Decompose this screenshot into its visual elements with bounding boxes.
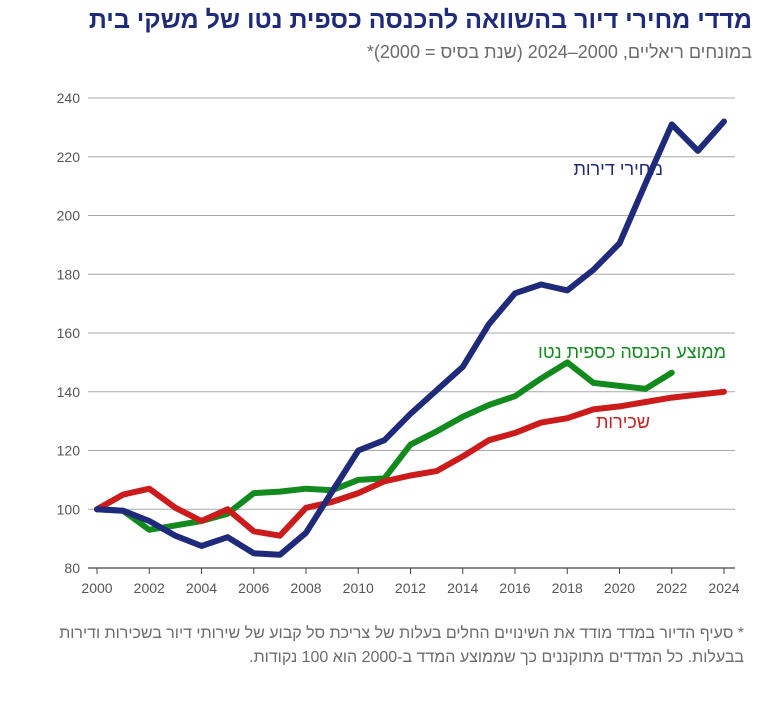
y-tick-label: 240 — [57, 90, 81, 106]
chart-footnote: * סעיף הדיור במדד מודד את השינויים החלים… — [59, 625, 744, 666]
y-tick-label: 80 — [64, 560, 80, 576]
x-tick-label: 2024 — [708, 580, 739, 596]
chart-title: מדדי מחירי דיור בהשוואה להכנסה כספית נטו… — [88, 6, 752, 34]
x-tick-label: 2012 — [395, 580, 426, 596]
series-labels: מחירי דירות ממוצע הכנסה כספית נטו שכירות — [538, 159, 726, 432]
y-tick-label: 200 — [57, 208, 81, 224]
series-label: שכירות — [596, 412, 650, 432]
y-tick-label: 160 — [57, 325, 81, 341]
y-tick-label: 220 — [57, 149, 81, 165]
series-label: ממוצע הכנסה כספית נטו — [538, 342, 726, 362]
series-lines — [94, 118, 727, 558]
x-tick-label: 2014 — [447, 580, 478, 596]
series-line-rent — [94, 388, 727, 539]
x-tick-label: 2020 — [604, 580, 635, 596]
y-tick-label: 120 — [57, 443, 81, 459]
x-tick-label: 2010 — [343, 580, 374, 596]
x-tick-label: 2000 — [81, 580, 112, 596]
x-tick-label: 2016 — [499, 580, 530, 596]
y-tick-label: 100 — [57, 501, 81, 517]
x-tick-label: 2004 — [186, 580, 217, 596]
series-line-housing-prices — [94, 118, 727, 558]
y-tick-label: 180 — [57, 266, 81, 282]
x-tick-label: 2018 — [552, 580, 583, 596]
x-tick-label: 2006 — [238, 580, 269, 596]
y-tick-label: 140 — [57, 384, 81, 400]
x-tick-label: 2002 — [134, 580, 165, 596]
y-axis-ticks: 80 100 120 140 160 180 200 220 240 — [57, 90, 81, 576]
series-line-net-income — [94, 359, 675, 533]
x-axis-ticks: 2000 2002 2004 2006 2008 2010 2012 2014 2016 2018… — [81, 580, 739, 596]
series-label: מחירי דירות — [573, 159, 663, 179]
x-tick-label: 2008 — [290, 580, 321, 596]
x-tick-label: 2022 — [656, 580, 687, 596]
gridlines — [88, 97, 735, 574]
chart-subtitle: במונחים ריאליים, 2000–2024 (שנת בסיס = 2… — [366, 42, 752, 62]
